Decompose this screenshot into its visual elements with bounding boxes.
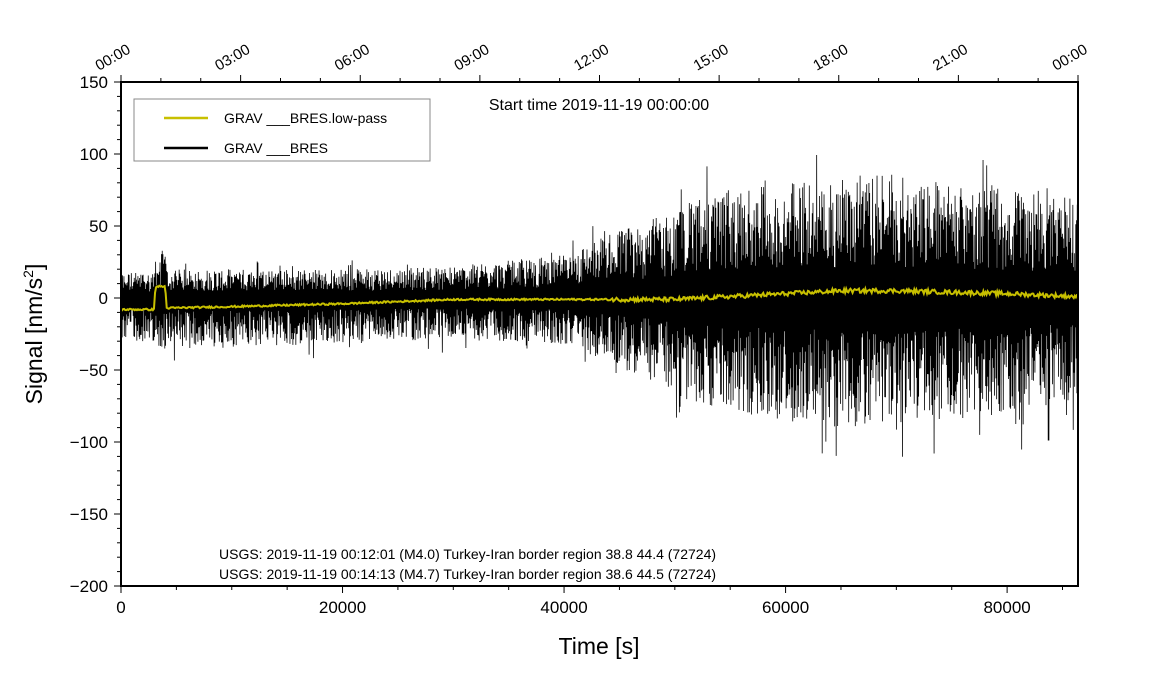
top-time-label: 18:00 — [810, 41, 851, 74]
x-axis-title: Time [s] — [559, 633, 640, 659]
y-axis-title-suffix: ] — [21, 264, 47, 270]
series-raw-signal — [120, 155, 1079, 457]
y-tick-label: −200 — [70, 577, 108, 596]
y-axis-title-exponent: 2 — [20, 270, 36, 278]
top-time-label: 03:00 — [212, 41, 253, 74]
y-tick-label: −100 — [70, 433, 108, 452]
y-tick-label: 150 — [80, 73, 108, 92]
y-axis: 150 100 50 0 −50 −100 −150 −200 — [70, 73, 121, 596]
x-tick-label: 40000 — [540, 598, 587, 617]
y-tick-label: 0 — [99, 289, 108, 308]
y-tick-label: 100 — [80, 145, 108, 164]
event-annotation-1: USGS: 2019-11-19 00:12:01 (M4.0) Turkey-… — [219, 546, 716, 562]
top-time-label: 21:00 — [930, 41, 971, 74]
y-axis-title: Signal [nm/s2] — [20, 264, 47, 405]
y-tick-label: 50 — [89, 217, 108, 236]
legend-label-low-pass: GRAV ___BRES.low-pass — [224, 110, 387, 126]
event-annotation-2: USGS: 2019-11-19 00:14:13 (M4.7) Turkey-… — [219, 566, 716, 582]
top-time-axis: 00:00 03:00 06:00 09:00 12:00 15:00 18:00 21:00… — [93, 41, 1091, 82]
top-time-label: 15:00 — [691, 41, 732, 74]
y-tick-label: −50 — [79, 361, 108, 380]
series-low-pass — [120, 284, 1079, 312]
y-tick-label: −150 — [70, 505, 108, 524]
top-time-label: 00:00 — [93, 41, 134, 74]
legend-label-raw: GRAV ___BRES — [224, 140, 328, 156]
legend-box — [133, 98, 431, 162]
plot-area — [120, 155, 1079, 457]
x-axis: 0 20000 40000 60000 80000 — [116, 586, 1063, 617]
top-time-label: 06:00 — [332, 41, 373, 74]
top-time-label: 00:00 — [1050, 41, 1091, 74]
y-axis-title-main: Signal [nm/s — [21, 278, 47, 405]
x-tick-label: 80000 — [983, 598, 1030, 617]
top-time-label: 09:00 — [451, 41, 492, 74]
x-tick-label: 0 — [116, 598, 125, 617]
x-tick-label: 20000 — [319, 598, 366, 617]
top-time-label: 12:00 — [571, 41, 612, 74]
legend: GRAV ___BRES.low-pass GRAV ___BRES — [133, 98, 431, 162]
x-tick-label: 60000 — [762, 598, 809, 617]
start-time-label: Start time 2019-11-19 00:00:00 — [489, 97, 709, 114]
